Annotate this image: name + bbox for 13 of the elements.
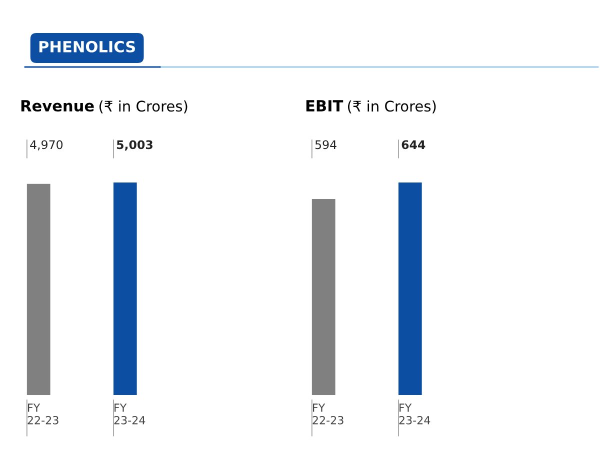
- x-tick-label: FY 23-24: [399, 404, 430, 424]
- data-label: 644: [402, 140, 426, 150]
- text: PHENOLICS: [39, 40, 135, 52]
- data-label: 5,003: [116, 140, 152, 151]
- data-label: 4,970: [30, 140, 63, 150]
- chart-subtitle: (₹ in Crores): [99, 100, 188, 114]
- chart-title: EBIT: [306, 100, 344, 112]
- data-label: 594: [315, 140, 336, 150]
- x-tick-label: FY 23-24: [114, 404, 146, 424]
- x-tick-label: FY 22-23: [28, 404, 58, 424]
- x-tick-label: FY 22-23: [312, 404, 344, 424]
- chart-title: Revenue: [21, 100, 94, 112]
- chart-subtitle: (₹ in Crores): [348, 100, 436, 114]
